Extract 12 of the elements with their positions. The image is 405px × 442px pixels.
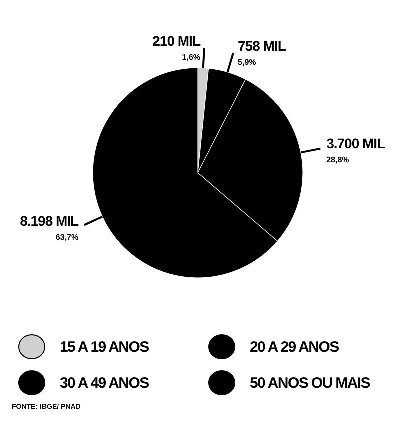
text: 63,7% bbox=[56, 233, 79, 242]
data-label: 210 MIL bbox=[152, 33, 202, 50]
data-label: 758 MIL bbox=[238, 38, 287, 54]
data-label: 3.700 MIL bbox=[326, 135, 386, 152]
data-label: 8.198 MIL bbox=[20, 213, 80, 230]
text: 1,6% bbox=[182, 53, 201, 62]
text: 5,9% bbox=[238, 58, 256, 68]
legend-label: 50 ANOS OU MAIS bbox=[250, 374, 370, 392]
legend-label: 20 A 29 ANOS bbox=[250, 338, 339, 356]
legend-label: 15 A 19 ANOS bbox=[60, 338, 149, 356]
legend-label: 30 A 49 ANOS bbox=[60, 374, 149, 392]
text: 28,8% bbox=[326, 155, 350, 164]
